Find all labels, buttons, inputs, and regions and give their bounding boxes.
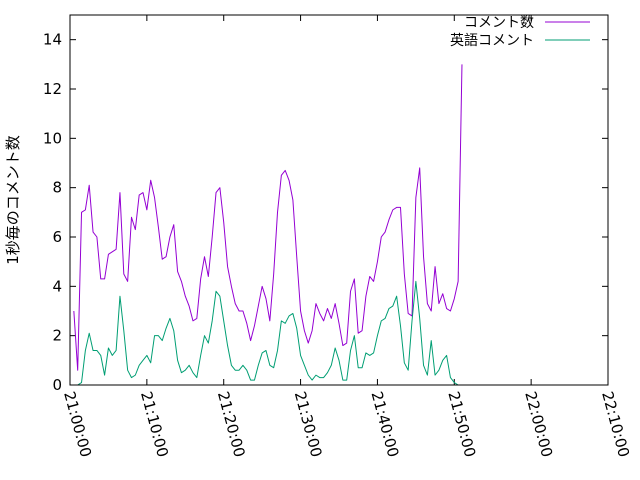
y-tick-label: 4 <box>52 277 62 295</box>
x-tick-label: 21:30:00 <box>291 389 326 459</box>
y-tick-label: 6 <box>52 228 62 246</box>
y-axis-title: 1秒毎のコメント数 <box>4 135 22 265</box>
x-tick-label: 22:10:00 <box>598 389 633 459</box>
y-tick-label: 14 <box>43 31 62 49</box>
y-tick-label: 12 <box>43 80 62 98</box>
x-tick-label: 21:20:00 <box>214 389 249 459</box>
y-tick-label: 2 <box>52 327 62 345</box>
series-line-2 <box>73 280 459 386</box>
legend-label-2: 英語コメント <box>450 32 534 49</box>
x-tick-label: 21:40:00 <box>368 389 403 459</box>
x-tick-label: 21:00:00 <box>60 389 95 459</box>
y-tick-label: 0 <box>52 376 62 394</box>
y-tick-label: 8 <box>52 179 62 197</box>
y-tick-label: 10 <box>43 129 62 147</box>
x-tick-label: 22:00:00 <box>521 389 556 459</box>
x-tick-label: 21:10:00 <box>137 389 172 459</box>
series-line-1 <box>73 64 463 371</box>
legend-label-1: コメント数 <box>464 15 534 31</box>
plot-frame <box>69 14 609 386</box>
x-tick-label: 21:50:00 <box>444 389 479 459</box>
